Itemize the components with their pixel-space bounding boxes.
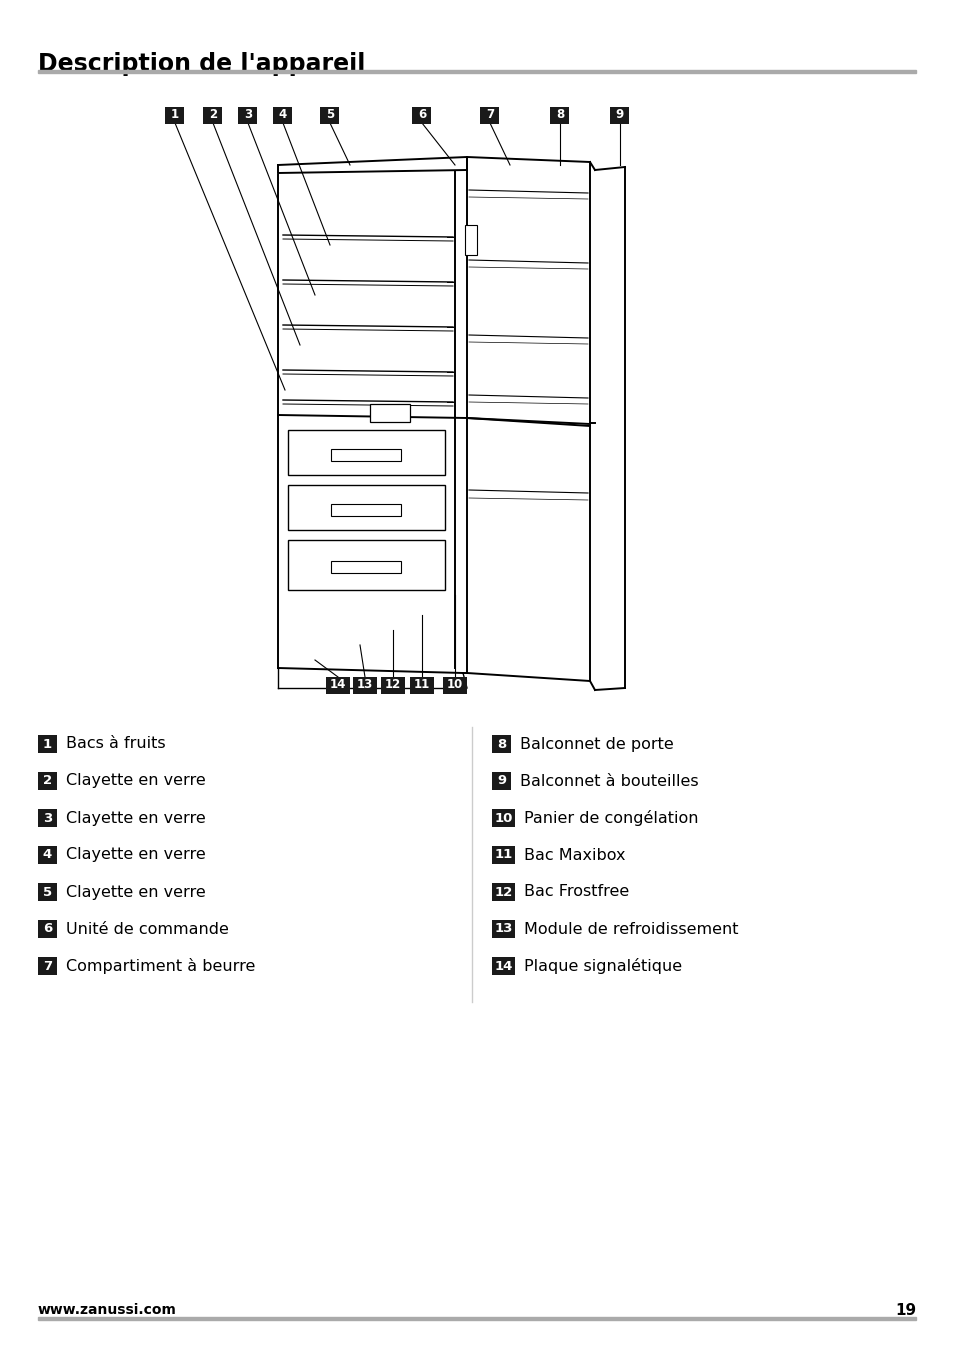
Text: 4: 4 — [278, 108, 287, 122]
Text: 1: 1 — [43, 737, 52, 750]
FancyBboxPatch shape — [38, 883, 57, 900]
FancyBboxPatch shape — [610, 107, 629, 123]
Bar — [331, 503, 401, 515]
Text: 5: 5 — [43, 886, 52, 899]
Text: 10: 10 — [446, 679, 462, 691]
Text: 7: 7 — [43, 960, 52, 972]
Text: 13: 13 — [356, 679, 373, 691]
FancyBboxPatch shape — [38, 957, 57, 975]
Text: 19: 19 — [894, 1303, 915, 1318]
Bar — [288, 430, 444, 475]
Text: Unité de commande: Unité de commande — [66, 922, 229, 937]
FancyBboxPatch shape — [238, 107, 257, 123]
Bar — [464, 224, 476, 256]
Text: Module de refroidissement: Module de refroidissement — [523, 922, 738, 937]
FancyBboxPatch shape — [492, 846, 515, 864]
Text: 6: 6 — [43, 922, 52, 936]
FancyBboxPatch shape — [492, 735, 511, 753]
FancyBboxPatch shape — [320, 107, 339, 123]
FancyBboxPatch shape — [165, 107, 184, 123]
Text: 2: 2 — [43, 775, 52, 787]
FancyBboxPatch shape — [38, 846, 57, 864]
FancyBboxPatch shape — [410, 676, 434, 694]
Bar — [38, 1317, 915, 1320]
Text: Compartiment à beurre: Compartiment à beurre — [66, 959, 255, 973]
FancyBboxPatch shape — [412, 107, 431, 123]
Text: 12: 12 — [384, 679, 400, 691]
Text: www.zanussi.com: www.zanussi.com — [38, 1303, 176, 1317]
Text: 9: 9 — [616, 108, 623, 122]
Bar — [288, 485, 444, 530]
Text: 12: 12 — [494, 886, 512, 899]
FancyBboxPatch shape — [550, 107, 569, 123]
Text: Bac Maxibox: Bac Maxibox — [523, 848, 625, 863]
Text: 7: 7 — [485, 108, 494, 122]
Text: Clayette en verre: Clayette en verre — [66, 773, 206, 788]
FancyBboxPatch shape — [38, 808, 57, 827]
Text: Clayette en verre: Clayette en verre — [66, 884, 206, 899]
Bar — [331, 561, 401, 573]
Text: Plaque signalétique: Plaque signalétique — [523, 959, 681, 973]
Text: 5: 5 — [326, 108, 334, 122]
Text: 10: 10 — [494, 811, 512, 825]
Bar — [38, 70, 915, 73]
Text: 11: 11 — [494, 849, 512, 861]
Text: Panier de congélation: Panier de congélation — [523, 810, 698, 826]
Text: Description de l'appareil: Description de l'appareil — [38, 51, 365, 76]
Text: 13: 13 — [494, 922, 512, 936]
FancyBboxPatch shape — [492, 883, 515, 900]
FancyBboxPatch shape — [38, 919, 57, 938]
FancyBboxPatch shape — [203, 107, 222, 123]
FancyBboxPatch shape — [353, 676, 376, 694]
Text: 1: 1 — [171, 108, 179, 122]
FancyBboxPatch shape — [480, 107, 499, 123]
FancyBboxPatch shape — [492, 772, 511, 790]
Text: 14: 14 — [330, 679, 346, 691]
FancyBboxPatch shape — [326, 676, 350, 694]
Text: 9: 9 — [497, 775, 505, 787]
Text: Balconnet de porte: Balconnet de porte — [519, 737, 673, 752]
Bar — [331, 449, 401, 461]
Text: 14: 14 — [494, 960, 512, 972]
FancyBboxPatch shape — [442, 676, 467, 694]
Text: Bacs à fruits: Bacs à fruits — [66, 737, 166, 752]
Text: 11: 11 — [414, 679, 430, 691]
Text: 4: 4 — [43, 849, 52, 861]
Text: 3: 3 — [43, 811, 52, 825]
Bar — [288, 539, 444, 589]
FancyBboxPatch shape — [38, 772, 57, 790]
FancyBboxPatch shape — [492, 808, 515, 827]
Text: 8: 8 — [556, 108, 563, 122]
Text: 3: 3 — [244, 108, 252, 122]
Text: Balconnet à bouteilles: Balconnet à bouteilles — [519, 773, 698, 788]
Text: Clayette en verre: Clayette en verre — [66, 848, 206, 863]
Text: 2: 2 — [209, 108, 217, 122]
FancyBboxPatch shape — [492, 919, 515, 938]
FancyBboxPatch shape — [274, 107, 293, 123]
FancyBboxPatch shape — [492, 957, 515, 975]
Bar — [370, 404, 410, 422]
Text: Clayette en verre: Clayette en verre — [66, 810, 206, 826]
FancyBboxPatch shape — [38, 735, 57, 753]
Polygon shape — [277, 157, 467, 173]
Text: 8: 8 — [497, 737, 506, 750]
Text: Bac Frostfree: Bac Frostfree — [523, 884, 629, 899]
FancyBboxPatch shape — [380, 676, 405, 694]
Text: 6: 6 — [417, 108, 426, 122]
